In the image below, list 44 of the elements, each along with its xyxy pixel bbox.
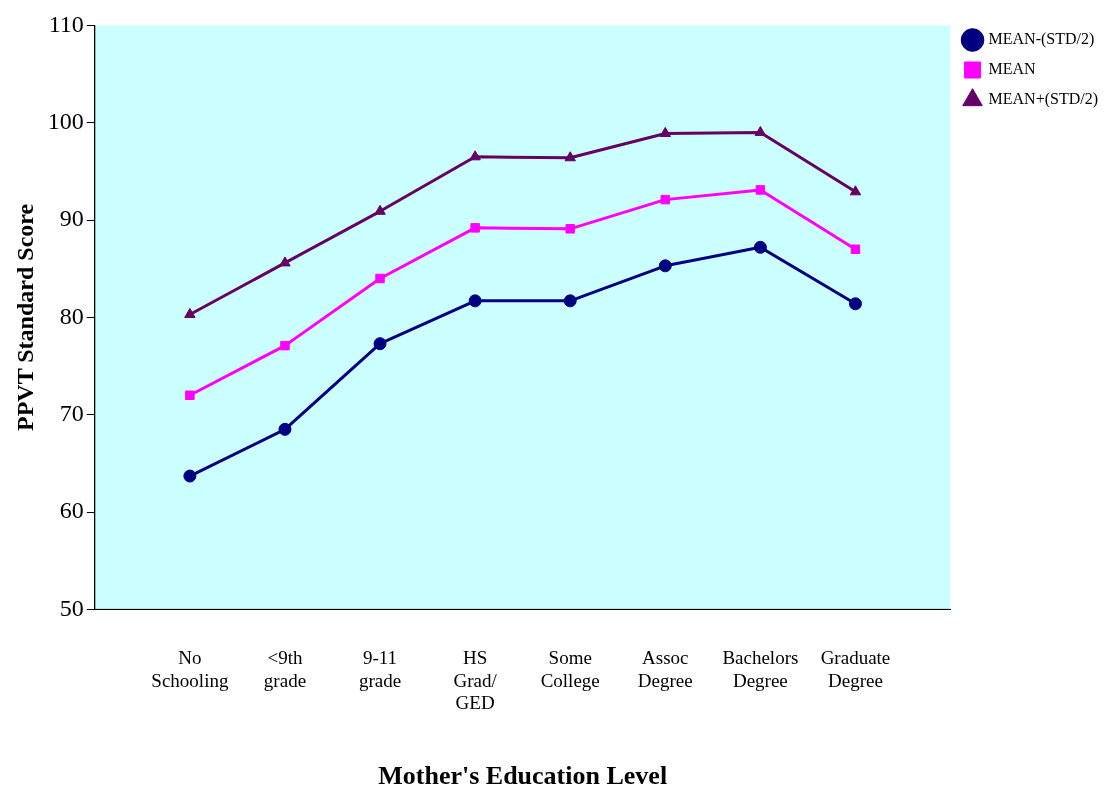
y-tick-label: 50 xyxy=(59,594,84,621)
point xyxy=(659,126,671,137)
point xyxy=(564,151,576,162)
point xyxy=(375,273,385,284)
y-tick-label: 80 xyxy=(59,302,84,329)
point xyxy=(280,340,290,351)
y-tick-label: 90 xyxy=(59,205,84,232)
y-axis-title: PPVT Standard Score xyxy=(11,203,38,431)
y-tick-label: 60 xyxy=(59,497,84,524)
x-tick-label: Bachelors Degree xyxy=(722,646,799,691)
x-tick-label: No Schooling xyxy=(151,646,229,691)
point xyxy=(660,194,671,205)
point xyxy=(658,259,672,273)
point xyxy=(279,256,291,267)
legend-label: MEAN+(STD/2) xyxy=(988,90,1099,109)
point xyxy=(470,223,480,233)
x-tick-label: Assoc Degree xyxy=(637,646,693,691)
point xyxy=(185,390,195,401)
point xyxy=(850,244,861,255)
point xyxy=(849,185,862,196)
point xyxy=(755,185,766,195)
y-tick-label: 100 xyxy=(47,108,84,135)
y-tick-label: 110 xyxy=(48,10,84,37)
legend-label: MEAN xyxy=(988,60,1037,78)
point xyxy=(469,150,481,161)
x-tick-label: Some College xyxy=(540,646,600,691)
legend-label: MEAN-(STD/2) xyxy=(988,30,1095,49)
x-tick-label: Graduate Degree xyxy=(820,646,891,691)
point xyxy=(563,294,577,308)
point xyxy=(183,469,197,483)
y-tick-label: 70 xyxy=(59,400,84,427)
point xyxy=(468,294,482,308)
point xyxy=(565,224,575,234)
point xyxy=(184,307,196,318)
point xyxy=(848,297,862,311)
x-tick-label: HS Grad/ GED xyxy=(453,646,498,714)
point xyxy=(373,337,387,351)
point xyxy=(753,240,767,254)
point xyxy=(278,422,292,436)
x-tick-label: <9th grade xyxy=(263,646,307,691)
point xyxy=(754,125,767,136)
point xyxy=(374,204,386,215)
x-tick-label: 9-11 grade xyxy=(358,646,402,691)
x-axis-title: Mother's Education Level xyxy=(378,761,668,791)
